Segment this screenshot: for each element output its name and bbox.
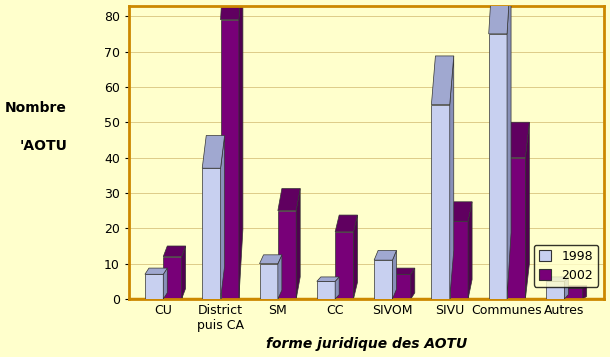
Polygon shape <box>278 188 300 211</box>
Polygon shape <box>525 122 529 299</box>
Polygon shape <box>468 202 472 299</box>
Polygon shape <box>507 157 525 299</box>
Polygon shape <box>431 105 450 299</box>
Polygon shape <box>278 255 282 299</box>
Polygon shape <box>145 274 163 299</box>
Polygon shape <box>411 268 415 299</box>
Polygon shape <box>221 20 239 299</box>
Polygon shape <box>392 268 415 274</box>
Polygon shape <box>203 136 224 168</box>
Polygon shape <box>203 168 221 299</box>
Polygon shape <box>145 268 167 274</box>
Polygon shape <box>374 250 396 260</box>
Polygon shape <box>221 136 224 299</box>
Polygon shape <box>489 0 511 34</box>
Polygon shape <box>239 0 243 299</box>
Polygon shape <box>182 246 185 299</box>
Polygon shape <box>317 281 335 299</box>
Polygon shape <box>392 274 411 299</box>
Polygon shape <box>163 257 182 299</box>
Polygon shape <box>259 255 282 264</box>
Polygon shape <box>335 232 353 299</box>
Polygon shape <box>507 0 511 299</box>
Polygon shape <box>163 268 167 299</box>
Polygon shape <box>564 288 583 299</box>
Polygon shape <box>489 34 507 299</box>
Polygon shape <box>317 277 339 281</box>
Polygon shape <box>546 281 564 299</box>
Polygon shape <box>296 188 300 299</box>
Polygon shape <box>450 202 472 221</box>
Polygon shape <box>564 286 587 288</box>
Polygon shape <box>392 250 396 299</box>
Polygon shape <box>278 211 296 299</box>
Polygon shape <box>163 246 185 257</box>
Polygon shape <box>583 286 587 299</box>
Polygon shape <box>450 56 454 299</box>
X-axis label: forme juridique des AOTU: forme juridique des AOTU <box>266 337 467 351</box>
Polygon shape <box>221 0 243 20</box>
Polygon shape <box>564 277 569 299</box>
Text: 'AOTU: 'AOTU <box>19 140 67 154</box>
Polygon shape <box>507 122 529 157</box>
Polygon shape <box>259 264 278 299</box>
Polygon shape <box>450 221 468 299</box>
Polygon shape <box>431 56 454 105</box>
Legend: 1998, 2002: 1998, 2002 <box>534 245 598 287</box>
Text: Nombre: Nombre <box>5 101 67 115</box>
Polygon shape <box>374 260 392 299</box>
Polygon shape <box>546 277 569 281</box>
Polygon shape <box>335 215 357 232</box>
Polygon shape <box>353 215 357 299</box>
Polygon shape <box>335 277 339 299</box>
